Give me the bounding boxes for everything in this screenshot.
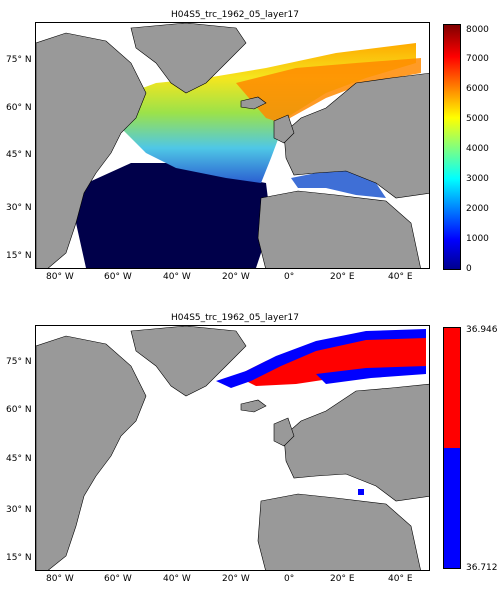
africa-land [257,493,421,570]
high-value-band [236,336,426,386]
panel-1-colorbar-tick: 5000 [466,114,489,124]
north-america-land [36,335,147,570]
panel-1-lon-tick: 80° W [46,272,74,282]
panel-1-colorbar-tick: 6000 [466,84,489,94]
deep-tracer-region [76,163,271,268]
panel-1-colorbar-tick: 7000 [466,54,489,64]
low-value-band [216,329,426,388]
europe-land [283,383,429,502]
panel-2-lat-tick: 75° N [6,357,32,367]
panel-2-lat-tick: 30° N [6,505,32,515]
panel-1-lat-tick: 60° N [6,103,32,113]
panel-2-lat-tick: 15° N [6,553,32,563]
panel-2-lon-tick: 20° W [222,574,250,584]
british-isles-land [273,114,295,144]
panel-1-title: H04S5_trc_1962_05_layer17 [170,10,300,20]
panel-1-colorbar-tick: 4000 [466,144,489,154]
panel-2-colorbar [443,327,461,569]
panel-2-lat-tick: 60° N [6,405,32,415]
africa-land [257,190,421,268]
panel-2-lat-tick: 45° N [6,454,32,464]
panel-1-lat-tick: 15° N [6,251,32,261]
panel-1-lon-tick: 20° E [330,272,355,282]
panel-1-colorbar-tick: 1000 [466,234,489,244]
greenland-land [130,23,247,94]
panel-1-lon-tick: 0° [284,272,295,282]
iceland-land [240,96,267,110]
panel-2-lon-tick: 60° W [104,574,132,584]
panel-2-lon-tick: 80° W [46,574,74,584]
panel-2-lon-tick: 40° E [388,574,413,584]
low-value-cell [358,489,364,495]
europe-land [283,72,429,199]
panel-1-lat-tick: 45° N [6,150,32,160]
panel-1-lat-tick: 75° N [6,55,32,65]
panel-1-lat-tick: 30° N [6,203,32,213]
panel-2-title: H04S5_trc_1962_05_layer17 [170,313,300,323]
panel-2-lon-tick: 40° W [163,574,191,584]
panel-2-colorbar-tick: 36.712 [466,563,498,573]
panel-1-lon-tick: 40° W [163,272,191,282]
panel-2-colorbar-tick: 36.946 [466,325,498,335]
panel-1-colorbar-tick: 0 [466,264,472,274]
british-isles-land [273,417,295,447]
panel-1-lon-tick: 20° W [222,272,250,282]
north-america-land [36,32,147,268]
panel-1-colorbar-tick: 2000 [466,204,489,214]
nordic-band [236,58,421,123]
panel-2-lon-tick: 0° [284,574,295,584]
panel-2-lon-tick: 20° E [330,574,355,584]
iceland-land [240,399,267,413]
panel-1-map [35,22,430,269]
panel-1-colorbar-tick: 3000 [466,174,489,184]
greenland-land [130,326,247,397]
panel-1-lon-tick: 40° E [388,272,413,282]
low-value-band [316,366,426,384]
panel-1-lon-tick: 60° W [104,272,132,282]
panel-1-colorbar-tick: 8000 [466,25,489,35]
panel-2-map [35,325,430,571]
panel-1-colorbar [443,24,461,270]
